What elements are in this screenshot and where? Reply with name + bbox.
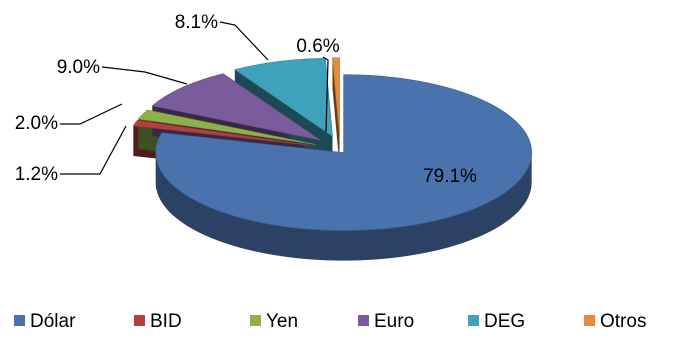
leader-line-euro (101, 66, 188, 85)
slice-cut-otros-0 (332, 57, 340, 166)
legend-swatch-euro (358, 315, 369, 326)
data-label-yen: 2.0% (15, 113, 58, 134)
legend-swatch-bid (134, 315, 145, 326)
slice-euro (151, 73, 321, 141)
data-label-deg: 8.1% (175, 12, 218, 33)
legend-label-deg: DEG (484, 311, 525, 332)
legend-swatch-yen (250, 315, 261, 326)
slice-bid (132, 120, 316, 147)
slice-wall-dolar (155, 152, 532, 261)
legend-label-bid: BID (150, 311, 182, 332)
legend-swatch-dolar (14, 315, 25, 326)
leader-line-deg (219, 21, 269, 61)
pie-slices (132, 57, 532, 261)
legend: Dólar BID Yen Euro DEG Otros (14, 311, 646, 332)
slice-deg (234, 58, 333, 137)
data-labels: 79.1% 1.2% 2.0% 9.0% 8.1% 0.6% (15, 12, 477, 187)
leader-line-otros (322, 56, 329, 133)
leader-lines (60, 21, 329, 175)
legend-label-otros: Otros (600, 311, 646, 332)
slice-otros (332, 57, 340, 136)
legend-item-yen: Yen (250, 311, 298, 332)
slice-dolar (155, 74, 532, 231)
legend-item-deg: DEG (468, 311, 525, 332)
legend-item-otros: Otros (584, 311, 646, 332)
legend-swatch-deg (468, 315, 479, 326)
legend-label-euro: Euro (374, 311, 414, 332)
data-label-dolar: 79.1% (423, 166, 477, 187)
data-label-bid: 1.2% (15, 164, 58, 185)
leader-line-bid (60, 125, 127, 175)
legend-item-dolar: Dólar (14, 311, 76, 332)
data-label-otros: 0.6% (296, 36, 339, 57)
data-label-euro: 9.0% (57, 57, 100, 78)
slice-yen (137, 109, 317, 145)
slice-side-otros (332, 57, 340, 166)
legend-swatch-otros (584, 315, 595, 326)
legend-label-yen: Yen (266, 311, 298, 332)
legend-item-bid: BID (134, 311, 182, 332)
leader-line-yen (60, 103, 123, 125)
legend-item-euro: Euro (358, 311, 414, 332)
legend-label-dolar: Dólar (30, 311, 76, 332)
